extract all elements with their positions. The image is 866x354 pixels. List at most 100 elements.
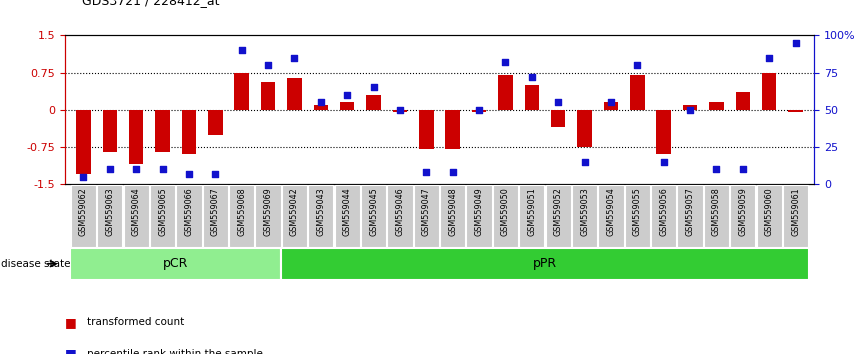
Text: GSM559049: GSM559049 [475, 187, 483, 236]
Text: GSM559060: GSM559060 [765, 187, 773, 236]
Bar [182, 110, 197, 154]
FancyBboxPatch shape [519, 185, 545, 247]
Point [262, 62, 275, 68]
FancyBboxPatch shape [255, 185, 281, 247]
Text: GSM559061: GSM559061 [791, 187, 800, 236]
FancyBboxPatch shape [440, 185, 465, 247]
FancyBboxPatch shape [71, 185, 96, 247]
FancyBboxPatch shape [730, 185, 755, 247]
Text: GDS3721 / 228412_at: GDS3721 / 228412_at [82, 0, 220, 7]
FancyBboxPatch shape [651, 185, 676, 247]
Point [789, 40, 803, 46]
Text: ■: ■ [65, 348, 77, 354]
Text: GSM559069: GSM559069 [263, 187, 273, 236]
Bar [235, 73, 249, 110]
Text: GSM559044: GSM559044 [343, 187, 352, 236]
Point [235, 47, 249, 53]
Text: GSM559054: GSM559054 [606, 187, 616, 236]
Bar [604, 102, 618, 110]
FancyBboxPatch shape [783, 185, 808, 247]
Bar [155, 110, 170, 152]
Text: GSM559066: GSM559066 [184, 187, 193, 236]
Text: GSM559042: GSM559042 [290, 187, 299, 236]
Text: GSM559053: GSM559053 [580, 187, 589, 236]
FancyBboxPatch shape [334, 185, 360, 247]
FancyBboxPatch shape [124, 185, 149, 247]
Text: GSM559057: GSM559057 [686, 187, 695, 236]
Bar [208, 110, 223, 135]
Bar [102, 110, 117, 152]
Text: GSM559063: GSM559063 [106, 187, 114, 236]
Point [709, 166, 723, 172]
FancyBboxPatch shape [229, 185, 255, 247]
Bar [551, 110, 565, 127]
Text: disease state: disease state [1, 259, 70, 269]
Text: GSM559050: GSM559050 [501, 187, 510, 236]
Bar [313, 105, 328, 110]
Text: GSM559067: GSM559067 [210, 187, 220, 236]
Point [76, 174, 90, 179]
Bar [525, 85, 539, 110]
Point [604, 99, 617, 105]
Text: transformed count: transformed count [87, 317, 184, 327]
FancyBboxPatch shape [757, 185, 782, 247]
Point [182, 171, 196, 177]
Point [129, 166, 143, 172]
FancyBboxPatch shape [493, 185, 518, 247]
Text: GSM559058: GSM559058 [712, 187, 721, 236]
Text: GSM559047: GSM559047 [422, 187, 430, 236]
FancyBboxPatch shape [150, 185, 175, 247]
FancyBboxPatch shape [70, 248, 281, 280]
Text: GSM559052: GSM559052 [553, 187, 563, 236]
Text: GSM559056: GSM559056 [659, 187, 669, 236]
FancyBboxPatch shape [414, 185, 439, 247]
Point [288, 55, 301, 61]
FancyBboxPatch shape [704, 185, 729, 247]
Bar [682, 105, 697, 110]
Text: pCR: pCR [163, 257, 189, 270]
Point [499, 59, 513, 65]
Text: GSM559051: GSM559051 [527, 187, 536, 236]
FancyBboxPatch shape [467, 185, 492, 247]
Point [209, 171, 223, 177]
FancyBboxPatch shape [281, 248, 809, 280]
Point [393, 107, 407, 113]
Text: GSM559046: GSM559046 [396, 187, 404, 236]
FancyBboxPatch shape [546, 185, 571, 247]
FancyBboxPatch shape [387, 185, 412, 247]
Text: GSM559055: GSM559055 [633, 187, 642, 236]
Point [313, 99, 327, 105]
Point [156, 166, 170, 172]
FancyBboxPatch shape [97, 185, 122, 247]
Text: GSM559065: GSM559065 [158, 187, 167, 236]
Bar [366, 95, 381, 110]
Bar [709, 102, 724, 110]
Point [578, 159, 591, 165]
FancyBboxPatch shape [598, 185, 624, 247]
FancyBboxPatch shape [177, 185, 202, 247]
Point [103, 166, 117, 172]
Point [446, 169, 460, 175]
FancyBboxPatch shape [361, 185, 386, 247]
Point [340, 92, 354, 98]
Text: percentile rank within the sample: percentile rank within the sample [87, 349, 262, 354]
Bar [630, 75, 644, 110]
Point [366, 85, 380, 90]
Bar [392, 110, 407, 112]
Point [736, 166, 750, 172]
Text: GSM559043: GSM559043 [316, 187, 326, 236]
Point [656, 159, 670, 165]
Bar [288, 78, 301, 110]
Bar [578, 110, 591, 147]
Text: GSM559068: GSM559068 [237, 187, 246, 236]
Bar [498, 75, 513, 110]
Point [762, 55, 776, 61]
Text: GSM559059: GSM559059 [739, 187, 747, 236]
Text: pPR: pPR [533, 257, 557, 270]
Text: ■: ■ [65, 316, 77, 329]
Point [552, 99, 565, 105]
Text: GSM559045: GSM559045 [369, 187, 378, 236]
Bar [419, 110, 434, 149]
FancyBboxPatch shape [203, 185, 228, 247]
Point [419, 169, 433, 175]
